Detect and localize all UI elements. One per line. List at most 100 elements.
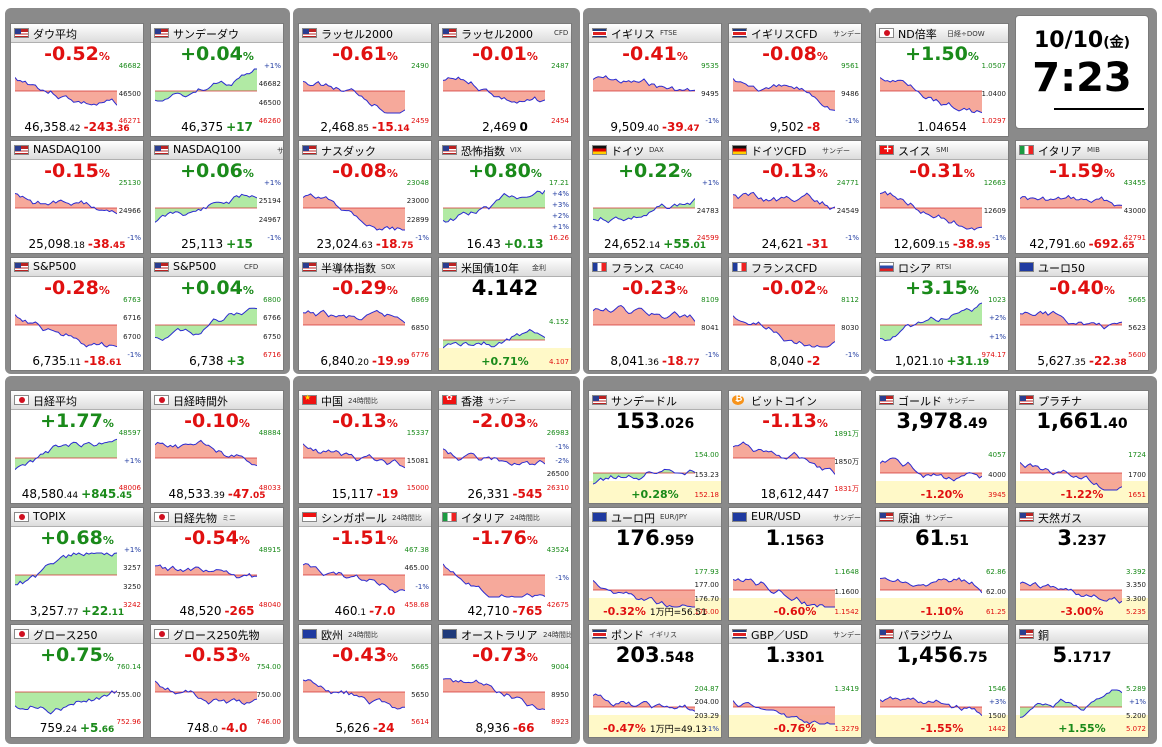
quote-tile[interactable]: グロース250 +0.75% 760.14 755.00 752.96 759.24 +5.… <box>10 624 144 738</box>
change-amount: -19 <box>376 487 399 501</box>
quote-tile[interactable]: 天然ガス 3.237 3.392 3.350 3.300 5.235 -3.00% <box>1015 507 1149 621</box>
scale-label: 46271 <box>118 117 141 125</box>
quote-tile[interactable]: プラチナ 1,661.40 1724 1700 1651 -1.22% <box>1015 390 1149 504</box>
quote-tile[interactable]: 日経平均 +1.77% 48597 +1% 48006 48,580.44 +845.45 <box>10 390 144 504</box>
quote-tile[interactable]: フランスCFD -0.02% 8112 8030 -1% 8,040 -2 <box>728 257 862 371</box>
sparkline-line <box>1020 310 1122 330</box>
quote-tile[interactable]: ナスダック -0.08% 23048 23000 22899 -1% 23,024.63 -1… <box>298 140 432 254</box>
current-value: 9,509.40 -39.47 <box>610 120 700 134</box>
scale-label: 24771 <box>836 179 859 187</box>
tile-sub: 24時間比 <box>392 514 422 522</box>
quote-tile[interactable]: ドイツ DAX +0.22% +1% 24783 24599 24,652.14 +55.01 <box>588 140 722 254</box>
sparkline-chart <box>733 578 835 608</box>
quote-tile[interactable]: シンガポール 24時間比 -1.51% 467.38 465.00 -1% 458.68 46… <box>298 507 432 621</box>
sparkline-chart <box>303 563 405 594</box>
quote-tile[interactable]: ラッセル2000 -0.61% 2490 2459 2,468.85 -15.14 <box>298 23 432 137</box>
flag-us-icon <box>442 145 457 155</box>
tile-name: オーストラリア <box>461 629 538 642</box>
quote-tile[interactable]: フランス CAC40 -0.23% 8109 8041 -1% 8,041.36 -18.77 <box>588 257 722 371</box>
tile-sub: サンデー <box>822 147 850 155</box>
quote-tile[interactable]: イタリア MIB -1.59% 43455 43000 42791 42,791.60 -69… <box>1015 140 1149 254</box>
tile-header: 半導体指数 SOX <box>299 258 431 277</box>
quote-tile[interactable]: S&P500 CFD +0.04% 6800 6766 6750 6716 6,738 +3 <box>150 257 284 371</box>
scale-label: 1.0400 <box>981 89 1007 98</box>
scale-label: -1% <box>415 582 429 591</box>
quote-tile[interactable]: 日経先物 ミニ -0.54% 48915 48040 48,520 -265 <box>150 507 284 621</box>
tile-sub: サンデー <box>947 397 975 405</box>
scale-label: 25130 <box>118 179 141 187</box>
quote-tile[interactable]: ラッセル2000 CFD -0.01% 2487 2454 2,469 0 <box>438 23 572 137</box>
change-percent: -0.29% <box>332 277 398 299</box>
quote-tile[interactable]: イギリスCFD サンデー -0.08% 9561 9486 -1% 9,502 -8 <box>728 23 862 137</box>
tile-sub: RTSI <box>936 263 952 271</box>
scale-label: 24599 <box>696 234 719 242</box>
quote-tile[interactable]: 香港サンデー-2.03%26983-1%-2%265002631026,331-… <box>438 390 572 504</box>
tile-name: 中国 <box>321 395 343 408</box>
quote-tile[interactable]: イタリア 24時間比 -1.76% 43524 -1% 42675 42,710 -765 <box>438 507 572 621</box>
quote-tile[interactable]: オーストラリア 24時間比 -0.73% 9004 8950 8923 8,936 -66 <box>438 624 572 738</box>
price-decimals: .237 <box>1072 533 1107 549</box>
scale-label: 1831万 <box>834 485 859 493</box>
scale-label: 1891万 <box>834 430 859 438</box>
sparkline-chart <box>880 577 982 594</box>
quote-tile[interactable]: 欧州 24時間比 -0.43% 5665 5650 5614 5,626 -24 <box>298 624 432 738</box>
scale-label: 1.1648 <box>834 568 860 576</box>
quote-tile[interactable]: ポンド イギリス 203.548 204.87 204.00 203.29 -1% -0.47… <box>588 624 722 738</box>
quote-tile[interactable]: 日経時間外 -0.10% 48884 48033 48,533.39 -47.05 <box>150 390 284 504</box>
sparkline-line <box>593 304 695 322</box>
quote-tile[interactable]: TOPIX +0.68% +1% 3257 3250 3242 3,257.77 +22.11 <box>10 507 144 621</box>
quote-tile[interactable]: イギリス FTSE -0.41% 9535 9495 -1% 9,509.40 -39.47 <box>588 23 722 137</box>
sparkline-chart <box>733 78 835 111</box>
change-amount: -47.05 <box>227 487 266 501</box>
quote-tile[interactable]: ロシア RTSI +3.15% 1023 +2% +1% 974.17 1,021.10 +31… <box>875 257 1009 371</box>
quote-tile[interactable]: 恐怖指数 VIX +0.80% 17.21 +4% +3% +2% +1% 16.26 16.43… <box>438 140 572 254</box>
quote-tile[interactable]: 銅 5.1717 5.289 +1% 5.200 5.072 +1.55% <box>1015 624 1149 738</box>
quote-tile[interactable]: 半導体指数 SOX -0.29% 6869 6850 6776 6,840.20 -19.99 <box>298 257 432 371</box>
tile-header: S&P500 <box>11 258 143 277</box>
quote-tile[interactable]: ダウ平均 -0.52% 46682 46500 46271 46,358.42 -243.3… <box>10 23 144 137</box>
percent-sign: % <box>102 534 114 547</box>
quote-tile[interactable]: ユーロ50 -0.40% 5665 5623 5600 5,627.35 -22.38 <box>1015 257 1149 371</box>
quote-tile[interactable]: パラジウム 1,456.75 1546 +3% 1500 1442 -1.55% <box>875 624 1009 738</box>
quote-tile[interactable]: 中国 24時間比 -0.13% 15337 15081 15000 15,117-19 <box>298 390 432 504</box>
scale-label: 2454 <box>551 117 569 125</box>
quote-tile[interactable]: 原油 サンデー 61.51 62.86 62.00 61.25 -1.10% <box>875 507 1009 621</box>
change-percent: -0.32% 1万円=56.51 <box>603 605 707 618</box>
sparkline-line <box>443 76 545 104</box>
scale-label: 5665 <box>411 663 429 671</box>
quote-tile[interactable]: グロース250先物 -0.53% 754.00 750.00 746.00 748.0 -4… <box>150 624 284 738</box>
price-decimals: .548 <box>659 650 695 666</box>
tile-name: 日経先物 <box>173 512 217 525</box>
tile-header: ビットコイン <box>729 391 861 410</box>
quote-tile[interactable]: GBP／USD サンデー 1.3301 1.3419 1.3279 -0.76% <box>728 624 862 738</box>
quote-tile[interactable]: S&P500 -0.28% 6763 6716 6700 -1% 6,735.11 -18.6… <box>10 257 144 371</box>
sparkline-chart <box>443 563 545 598</box>
price-decimals: .959 <box>659 533 695 549</box>
flag-jp-icon <box>14 395 29 405</box>
quote-tile[interactable]: サンデーダウ +0.04% +1% 46682 46500 46260 46,375 +17 <box>150 23 284 137</box>
scale-label: 3.300 <box>1125 594 1146 603</box>
current-value: 6,738 +3 <box>189 354 245 368</box>
quote-tile[interactable]: スイス SMI -0.31% 12663 12609 -1%12,609.15-38.95 <box>875 140 1009 254</box>
quote-tile[interactable]: ND倍率 日経÷DOW +1.50% 1.0507 1.0400 1.0297 1.0465… <box>875 23 1009 137</box>
price-decimals: .1717 <box>1067 650 1112 666</box>
quote-tile[interactable]: ゴールド サンデー 3,978.49 4057 4000 3945 -1.20% <box>875 390 1009 504</box>
sparkline-area <box>15 690 117 714</box>
value-decimals: .14 <box>645 241 661 251</box>
scale-label: 176.00 <box>694 608 720 616</box>
percent-sign: % <box>816 167 828 180</box>
quote-tile[interactable]: NASDAQ100 サンデー +0.06% +1% 25194 24967 -1% 25,11… <box>150 140 284 254</box>
quote-tile[interactable]: 米国債10年 金利 4.142 4.152 4.107 +0.71% <box>438 257 572 371</box>
quote-tile[interactable]: サンデードル 153.026 154.00 153.23 152.18 +0.28% <box>588 390 722 504</box>
sparkline-area <box>733 78 835 111</box>
scale-label: 1442 <box>988 725 1006 733</box>
percent-sign: % <box>386 167 398 180</box>
tile-header: 日経先物 ミニ <box>151 508 283 527</box>
quote-tile[interactable]: ドイツCFD サンデー -0.13% 24771 24549 -1% 24,621 -31 <box>728 140 862 254</box>
quote-tile[interactable]: ビットコイン -1.13% 1891万 1850万 1831万 18,612,447 <box>728 390 862 504</box>
tile-header: ラッセル2000 CFD <box>439 24 571 43</box>
change-percent: -0.01% <box>472 43 538 65</box>
quote-tile[interactable]: ユーロ円 EUR/JPY 176.959 177.93 177.00 176.70 176.… <box>588 507 722 621</box>
quote-tile[interactable]: EUR/USD サンデー 1.1563 1.1648 1.1600 1.1542 -0.60… <box>728 507 862 621</box>
quote-tile[interactable]: NASDAQ100 -0.15% 25130 24966 -1% 25,098.18 -38… <box>10 140 144 254</box>
